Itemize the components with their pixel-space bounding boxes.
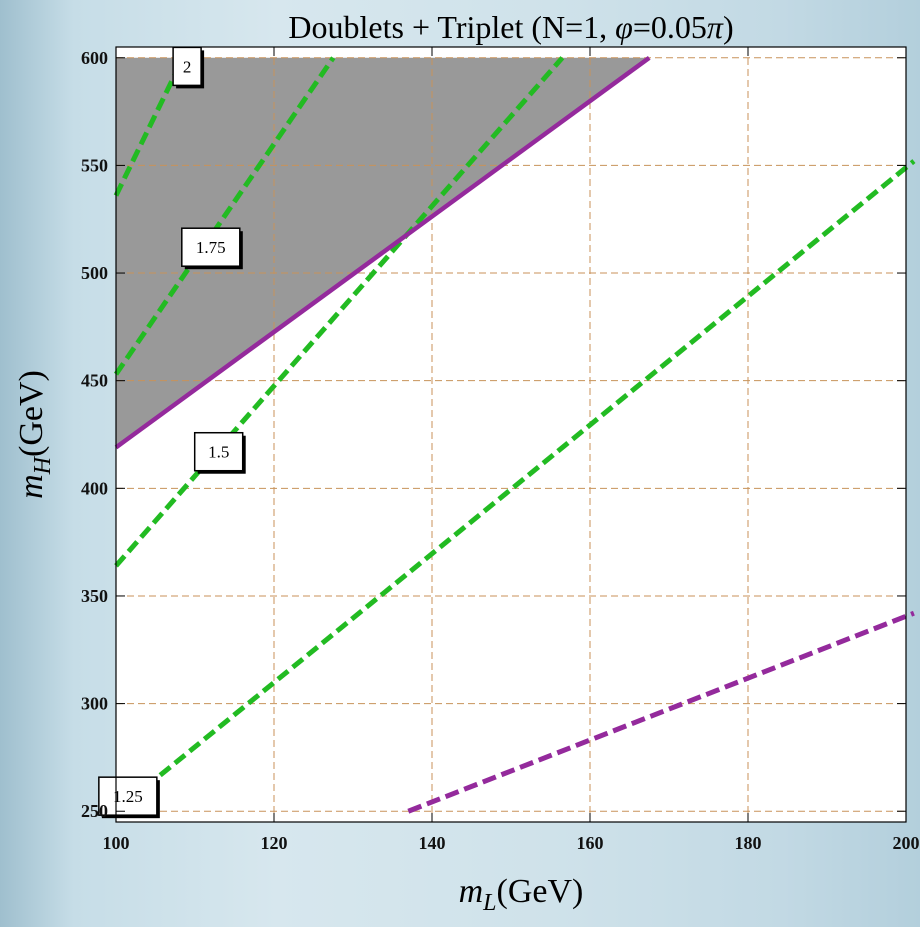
y-axis-label-main: m: [13, 474, 50, 499]
x-axis-label: mL(GeV): [459, 873, 584, 916]
contour-label-box: [181, 227, 241, 267]
boundary-dashed-line: [407, 610, 915, 814]
y-axis-label: mH(GeV): [13, 370, 56, 499]
chart-title-part: φ: [615, 9, 633, 45]
chart-title-part: Doublets + Triplet (N=1,: [288, 9, 615, 45]
contour-label-text: 1.5: [208, 443, 229, 462]
y-tick-label: 300: [81, 694, 108, 714]
contour-line: [113, 56, 336, 376]
contour-line: [114, 56, 565, 568]
y-tick-label: 400: [81, 478, 108, 498]
y-tick-label: 450: [81, 371, 108, 391]
x-tick-label: 180: [735, 833, 762, 853]
y-tick-label: 600: [81, 48, 108, 68]
chart-title-part: π: [707, 9, 724, 45]
contour-label-box: [193, 431, 244, 472]
y-tick-label: 350: [81, 586, 108, 606]
contour-label-box: [172, 46, 202, 87]
chart-title-part: =0.05: [633, 9, 707, 45]
contour-label: 1.5: [193, 431, 246, 474]
y-tick-label: 500: [81, 263, 108, 283]
x-axis-label-main: m: [459, 873, 484, 910]
chart-title: Doublets + Triplet (N=1, φ=0.05π): [288, 9, 733, 45]
contour-label: 1.25: [98, 776, 160, 819]
contour-label-text: 1.75: [196, 238, 226, 257]
x-tick-label: 160: [577, 833, 604, 853]
boundary-solid-line: [114, 55, 651, 450]
y-tick-label: 550: [81, 155, 108, 175]
x-axis-label-unit: (GeV): [497, 873, 584, 910]
contour-label: 1.75: [181, 227, 243, 270]
contour-label-text: 2: [183, 57, 192, 76]
contour-line: [113, 56, 186, 197]
y-axis-label-unit: (GeV): [13, 370, 50, 457]
contour-label-box: [98, 776, 158, 816]
y-axis-label-sub: H: [30, 455, 56, 475]
contour-label-text: 1.25: [113, 787, 143, 806]
x-tick-label: 140: [419, 833, 446, 853]
x-tick-label: 100: [103, 833, 130, 853]
x-axis-label-sub: L: [482, 890, 496, 916]
contour-label: 2: [172, 46, 205, 89]
x-tick-label: 200: [893, 833, 920, 853]
chart-title-part: ): [723, 9, 734, 45]
contour-line: [114, 159, 916, 814]
plot-frame: [115, 46, 907, 823]
x-tick-label: 120: [261, 833, 288, 853]
y-tick-label: 250: [81, 801, 108, 821]
